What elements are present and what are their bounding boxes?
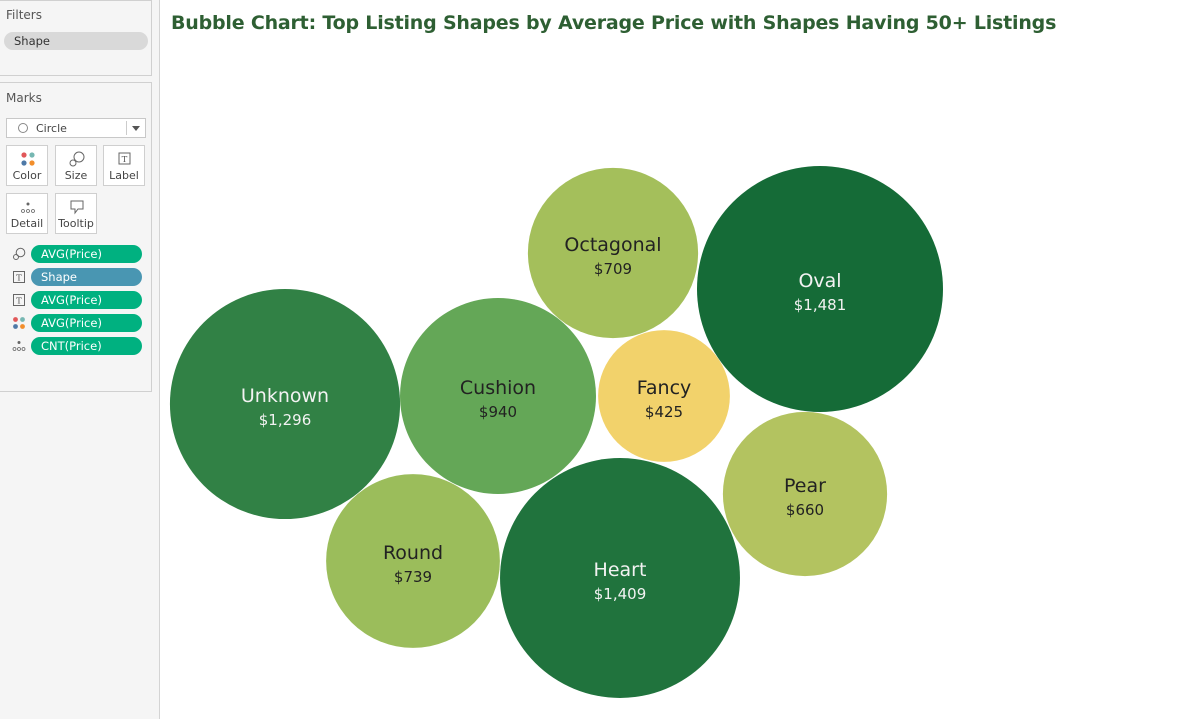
mark-type-dropdown[interactable]: Circle xyxy=(6,118,146,138)
bubble-oval[interactable] xyxy=(697,166,943,412)
bubble-label-cushion: Cushion xyxy=(460,377,536,399)
bubble-unknown[interactable] xyxy=(169,288,401,520)
chart-title: Bubble Chart: Top Listing Shapes by Aver… xyxy=(171,12,1057,34)
bubble-octagonal[interactable] xyxy=(527,167,699,339)
color-button[interactable]: Color xyxy=(6,145,48,186)
detail-dots-icon xyxy=(21,202,35,213)
bubble-value-cushion: $940 xyxy=(479,403,517,421)
field-pill-color[interactable]: AVG(Price) xyxy=(31,314,142,332)
bubble-label-pear: Pear xyxy=(784,475,826,497)
bubble-fancy[interactable] xyxy=(598,330,730,462)
bubble-label-oval: Oval xyxy=(798,270,841,292)
filters-title: Filters xyxy=(6,8,42,22)
circle-mark-icon xyxy=(18,123,28,133)
bubble-cushion[interactable] xyxy=(400,298,596,494)
label-button-label: Label xyxy=(109,169,139,182)
svg-text:T: T xyxy=(122,155,128,165)
bubble-round[interactable] xyxy=(326,474,500,648)
dropdown-separator xyxy=(126,121,127,135)
bubble-value-fancy: $425 xyxy=(645,403,683,421)
svg-text:T: T xyxy=(16,297,22,307)
chevron-down-icon[interactable] xyxy=(132,126,140,131)
color-icon xyxy=(13,317,25,329)
bubble-value-unknown: $1,296 xyxy=(259,411,312,429)
label-button[interactable]: T Label xyxy=(103,145,145,186)
bubble-label-unknown: Unknown xyxy=(241,385,329,407)
bubble-label-fancy: Fancy xyxy=(637,377,692,399)
color-button-label: Color xyxy=(12,169,42,182)
bubble-value-pear: $660 xyxy=(786,501,824,519)
detail-button-label: Detail xyxy=(10,217,44,230)
bubble-value-octagonal: $709 xyxy=(594,260,632,278)
detail-button[interactable]: Detail xyxy=(6,193,48,234)
field-pill-label-shape[interactable]: Shape xyxy=(31,268,142,286)
label-icon: T xyxy=(13,271,25,284)
panel-divider xyxy=(159,0,160,719)
bubble-value-heart: $1,409 xyxy=(594,585,647,603)
bubble-label-octagonal: Octagonal xyxy=(564,234,661,256)
text-label-icon: T xyxy=(118,152,131,165)
size-button[interactable]: Size xyxy=(55,145,97,186)
field-pill-detail[interactable]: CNT(Price) xyxy=(31,337,142,355)
tooltip-button-label: Tooltip xyxy=(58,217,94,230)
bubble-heart[interactable] xyxy=(500,458,740,698)
size-icon xyxy=(69,151,85,167)
svg-text:T: T xyxy=(16,274,22,284)
bubble-label-round: Round xyxy=(383,542,443,564)
bubble-value-round: $739 xyxy=(394,568,432,586)
field-pill-label-price[interactable]: AVG(Price) xyxy=(31,291,142,309)
filters-card: Filters Shape xyxy=(0,0,152,76)
tooltip-button[interactable]: Tooltip xyxy=(55,193,97,234)
bubble-pear[interactable] xyxy=(722,411,888,577)
bubble-label-heart: Heart xyxy=(594,559,647,581)
bubble-value-oval: $1,481 xyxy=(794,296,847,314)
filter-pill-shape[interactable]: Shape xyxy=(4,32,148,50)
size-button-label: Size xyxy=(64,169,88,182)
color-dots-icon xyxy=(21,152,35,166)
label-icon: T xyxy=(13,294,25,307)
detail-icon xyxy=(12,341,26,351)
marks-title: Marks xyxy=(6,91,42,105)
mark-type-label: Circle xyxy=(36,122,67,135)
tooltip-icon xyxy=(70,200,84,215)
size-icon xyxy=(13,247,26,260)
field-pill-size[interactable]: AVG(Price) xyxy=(31,245,142,263)
